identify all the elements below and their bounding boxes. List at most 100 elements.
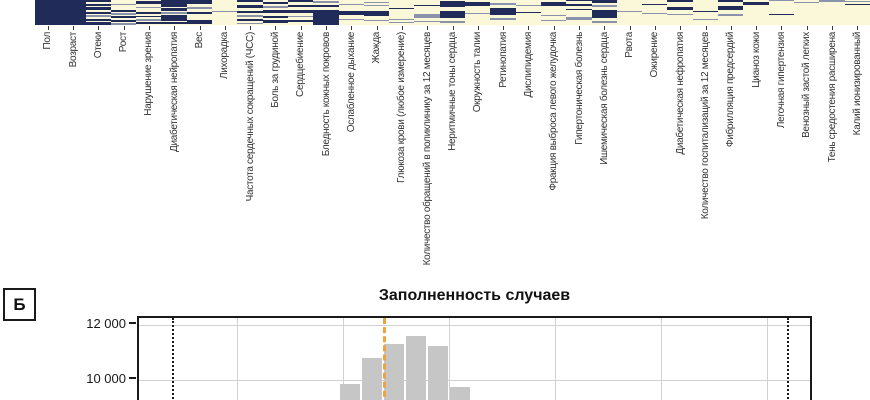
heatmap-x-tick <box>326 26 327 30</box>
heatmap-column <box>338 0 364 25</box>
heatmap-cell-stripe <box>515 4 541 6</box>
heatmap-column <box>819 0 845 25</box>
horizontal-gridline <box>139 325 810 326</box>
heatmap-column <box>566 0 592 25</box>
heatmap-column <box>793 0 820 25</box>
heatmap-cell-stripe <box>490 8 516 15</box>
heatmap-cell-stripe <box>85 18 111 21</box>
heatmap-column <box>616 0 643 25</box>
heatmap-cell-stripe <box>35 0 61 25</box>
heatmap-cell-stripe <box>591 9 617 18</box>
heatmap-cell-stripe <box>819 0 845 2</box>
heatmap-cell-stripe <box>566 0 592 2</box>
heatmap-x-tick <box>376 26 378 30</box>
heatmap-cell-stripe <box>591 4 617 7</box>
heatmap-cell-stripe <box>667 13 693 15</box>
heatmap-cell-stripe <box>313 1 339 3</box>
heatmap-x-label: Диабетическая нефропатия <box>674 32 686 155</box>
heatmap-x-tick <box>148 26 150 30</box>
heatmap-column <box>743 0 769 25</box>
vertical-gridline <box>767 318 768 400</box>
heatmap-x-tick <box>654 26 656 30</box>
heatmap-cell-stripe <box>136 12 162 14</box>
y-tick-mark-10000 <box>129 377 136 379</box>
heatmap-cell-stripe <box>237 10 263 13</box>
heatmap-x-tick <box>832 26 833 30</box>
heatmap-cell-stripe <box>465 12 491 14</box>
heatmap-cell-stripe <box>161 22 187 24</box>
heatmap-x-label: Рост <box>118 32 130 53</box>
vertical-gridline <box>661 318 662 400</box>
heatmap-cell-stripe <box>85 11 111 14</box>
heatmap-x-label: Вес <box>194 32 205 49</box>
heatmap-x-label: Дислипидемия <box>522 32 534 98</box>
heatmap-cell-stripe <box>338 3 364 5</box>
heatmap-cell-stripe <box>237 19 263 21</box>
heatmap-x-tick <box>680 26 682 30</box>
vertical-gridline <box>237 318 238 400</box>
heatmap-x-label: Боль за грудиной <box>269 32 281 108</box>
heatmap-x-label: Ишемическая болезнь сердца <box>598 32 610 165</box>
panel-b-label-box: Б <box>3 288 36 321</box>
heatmap-cell-stripe <box>287 0 314 2</box>
histogram-title: Заполненность случаев <box>378 287 571 304</box>
heatmap-cell-stripe <box>338 18 364 20</box>
heatmap-cell-stripe <box>692 11 719 13</box>
heatmap-strip <box>35 0 870 25</box>
heatmap-x-label: Лихорадка <box>219 32 231 80</box>
heatmap-cell-stripe <box>262 2 288 4</box>
heatmap-x-tick <box>250 26 252 30</box>
heatmap-column <box>186 0 213 25</box>
heatmap-cell-stripe <box>389 18 415 20</box>
heatmap-cell-stripe <box>287 5 314 7</box>
heatmap-x-tick <box>604 26 606 30</box>
heatmap-column <box>287 0 314 25</box>
heatmap-column <box>35 0 61 25</box>
heatmap-cell-stripe <box>768 0 794 1</box>
heatmap-cell-stripe <box>566 16 592 20</box>
vertical-gridline <box>343 318 344 400</box>
heatmap-column <box>642 0 668 25</box>
heatmap-cell-stripe <box>490 3 516 5</box>
heatmap-x-tick <box>477 26 479 30</box>
heatmap-x-label: Количество госпитализаций за 12 месяцев <box>700 32 711 220</box>
dotted-range-line <box>787 318 789 400</box>
heatmap-cell-stripe <box>667 7 693 10</box>
heatmap-cell-stripe <box>414 13 440 18</box>
heatmap-x-label: Бледность кожных покровов <box>320 32 332 157</box>
heatmap-cell-stripe <box>262 20 288 23</box>
heatmap-x-label: Ослабленное дыхание <box>345 32 357 133</box>
heatmap-cell-stripe <box>85 7 111 10</box>
heatmap-cell-stripe <box>186 12 213 14</box>
heatmap-x-tick <box>452 26 454 30</box>
heatmap-x-label: Возраст <box>67 32 79 68</box>
horizontal-gridline <box>139 380 810 381</box>
heatmap-x-label: Глюкоза крови (любое измерение) <box>396 32 408 183</box>
heatmap-x-tick <box>806 26 808 30</box>
heatmap-cell-stripe <box>566 8 592 10</box>
heatmap-x-tick <box>756 26 758 30</box>
heatmap-cell-stripe <box>389 7 415 9</box>
heatmap-cell-stripe <box>136 19 162 21</box>
heatmap-cell-stripe <box>136 22 162 24</box>
heatmap-x-label: Диабетическая нейропатия <box>168 32 180 152</box>
dotted-range-line <box>172 318 174 400</box>
heatmap-column <box>313 0 339 25</box>
heatmap-x-label: Ожирение <box>649 32 661 78</box>
heatmap-cell-stripe <box>287 20 314 22</box>
heatmap-cell-stripe <box>540 2 567 6</box>
heatmap-x-tick <box>351 26 353 30</box>
heatmap-x-tick <box>174 26 176 30</box>
heatmap-cell-stripe <box>237 4 263 8</box>
heatmap-cell-stripe <box>389 21 415 23</box>
heatmap-cell-stripe <box>363 4 390 6</box>
heatmap-cell-stripe <box>363 1 390 3</box>
heatmap-cell-stripe <box>212 11 238 13</box>
histogram-bar <box>406 336 426 400</box>
heatmap-cell-stripe <box>186 7 213 9</box>
heatmap-cell-stripe <box>262 10 288 13</box>
heatmap-cell-stripe <box>515 12 541 14</box>
orange-median-line <box>383 318 386 400</box>
heatmap-cell-stripe <box>237 0 263 2</box>
heatmap-x-tick <box>553 26 555 30</box>
